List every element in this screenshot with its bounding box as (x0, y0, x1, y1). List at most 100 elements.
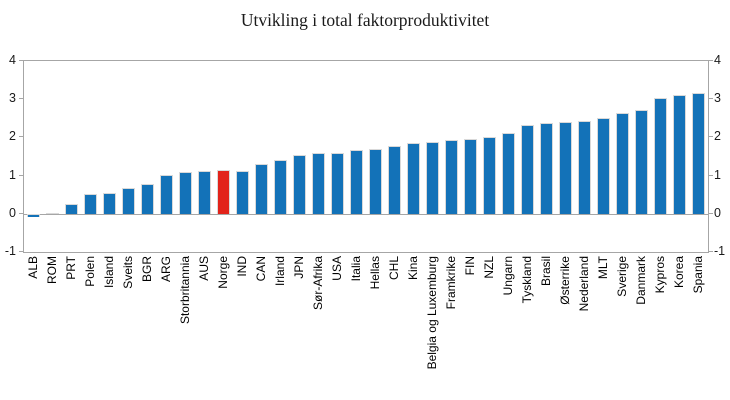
bar-slot (499, 61, 518, 252)
x-label-slot: Sør-Afrika (308, 256, 327, 400)
y-tick-mark-right (709, 251, 713, 252)
x-tick-label: CAN (253, 256, 268, 282)
bar-slot (594, 61, 613, 252)
x-label-slot: PRT (61, 256, 80, 400)
x-tick-label: Island (101, 256, 116, 289)
x-tick-label: Sverige (614, 256, 629, 297)
x-tick-label: Ungarn (500, 256, 515, 296)
y-tick-mark-left (19, 212, 23, 214)
x-tick-label: IND (234, 256, 249, 277)
x-tick-label: ALB (25, 256, 40, 279)
x-label-slot: Tyskland (517, 256, 536, 400)
y-tick-mark-right (709, 60, 713, 61)
x-tick-label: NZL (481, 256, 496, 279)
bar-slot (195, 61, 214, 252)
x-label-slot: ALB (23, 256, 42, 400)
x-label-slot: Storbritannia (175, 256, 194, 400)
bar-slot (556, 61, 575, 252)
bar-usa (331, 152, 344, 214)
chart-title: Utvikling i total faktorproduktivitet (240, 10, 490, 30)
bar-belgia-og-luxemburg (426, 142, 439, 214)
x-tick-label: Danmark (633, 256, 648, 305)
x-label-slot: FIN (460, 256, 479, 400)
bar-slot (518, 61, 537, 252)
bar-slot (670, 61, 689, 252)
y-tick-mark-right (709, 98, 713, 100)
bar-fin (464, 138, 477, 214)
bar-slot (328, 61, 347, 252)
x-tick-label: BGR (139, 256, 154, 283)
x-tick-label: Kina (405, 256, 420, 281)
x-tick-label: Sveits (120, 256, 135, 289)
x-tick-label: Belgia og Luxemburg (424, 256, 439, 370)
x-tick-label: Hellas (367, 256, 382, 290)
bar-slot (81, 61, 100, 252)
x-tick-label: CHL (386, 256, 401, 281)
bar-framkrike (445, 140, 458, 214)
bar-aus (198, 171, 211, 214)
y-tick-mark-right (709, 174, 713, 176)
x-label-slot: JPN (289, 256, 308, 400)
bar-slot (119, 61, 138, 252)
bar-slot (366, 61, 385, 252)
bar-sveits (122, 188, 135, 214)
bar-sverige (616, 112, 629, 214)
x-label-slot: Island (99, 256, 118, 400)
bar-slot (651, 61, 670, 252)
x-tick-label: Sør-Afrika (310, 256, 325, 310)
bar-slot (176, 61, 195, 252)
bar-prt (65, 203, 78, 214)
x-tick-label: Nederland (576, 256, 591, 312)
x-label-slot: Irland (270, 256, 289, 400)
x-tick-label: ARG (158, 256, 173, 283)
x-label-slot: Italia (346, 256, 365, 400)
x-label-slot: Spania (688, 256, 707, 400)
bar-slot (157, 61, 176, 252)
y-tick-label-right: 0 (714, 205, 721, 220)
x-tick-label: ROM (44, 256, 59, 284)
bar-slot (252, 61, 271, 252)
bar-ungarn (502, 132, 515, 214)
y-tick-label-right: 2 (714, 129, 721, 144)
x-tick-label: PRT (63, 256, 78, 280)
x-label-slot: CAN (251, 256, 270, 400)
x-label-slot: Belgia og Luxemburg (422, 256, 441, 400)
bar-slot (537, 61, 556, 252)
y-tick-mark-left (19, 98, 23, 100)
x-tick-label: Storbritannia (177, 256, 192, 325)
bar-slot (632, 61, 651, 252)
bar-slot (43, 61, 62, 252)
bar-danmark (635, 110, 648, 214)
x-tick-label: Norge (215, 256, 230, 289)
bar-italia (350, 150, 363, 214)
bar-slot (442, 61, 461, 252)
x-label-slot: Danmark (631, 256, 650, 400)
bar-slot (385, 61, 404, 252)
bar-tyskland (521, 125, 534, 214)
bar-slot (461, 61, 480, 252)
x-label-slot: IND (232, 256, 251, 400)
x-label-slot: Hellas (365, 256, 384, 400)
x-tick-label: JPN (291, 256, 306, 279)
bar-slot (689, 61, 708, 252)
bar-mlt (597, 118, 610, 214)
x-label-slot: Korea (669, 256, 688, 400)
bar-irland (274, 160, 287, 214)
x-tick-label: Irland (272, 256, 287, 287)
y-tick-label-right: 3 (714, 91, 721, 106)
x-label-slot: ARG (156, 256, 175, 400)
bars-layer (24, 61, 708, 252)
y-tick-mark-left (19, 60, 23, 61)
bar-nederland (578, 120, 591, 214)
bar-hellas (369, 148, 382, 214)
y-tick-label-right: 4 (714, 53, 721, 67)
bar-alb (27, 213, 40, 217)
zero-axis-line (24, 213, 708, 215)
bar-slot (24, 61, 43, 252)
bar-kypros (654, 97, 667, 214)
x-label-slot: Østerrike (555, 256, 574, 400)
bar-chl (388, 146, 401, 214)
x-label-slot: Framkrike (441, 256, 460, 400)
x-label-slot: Brasil (536, 256, 555, 400)
bar-rom (46, 212, 59, 214)
